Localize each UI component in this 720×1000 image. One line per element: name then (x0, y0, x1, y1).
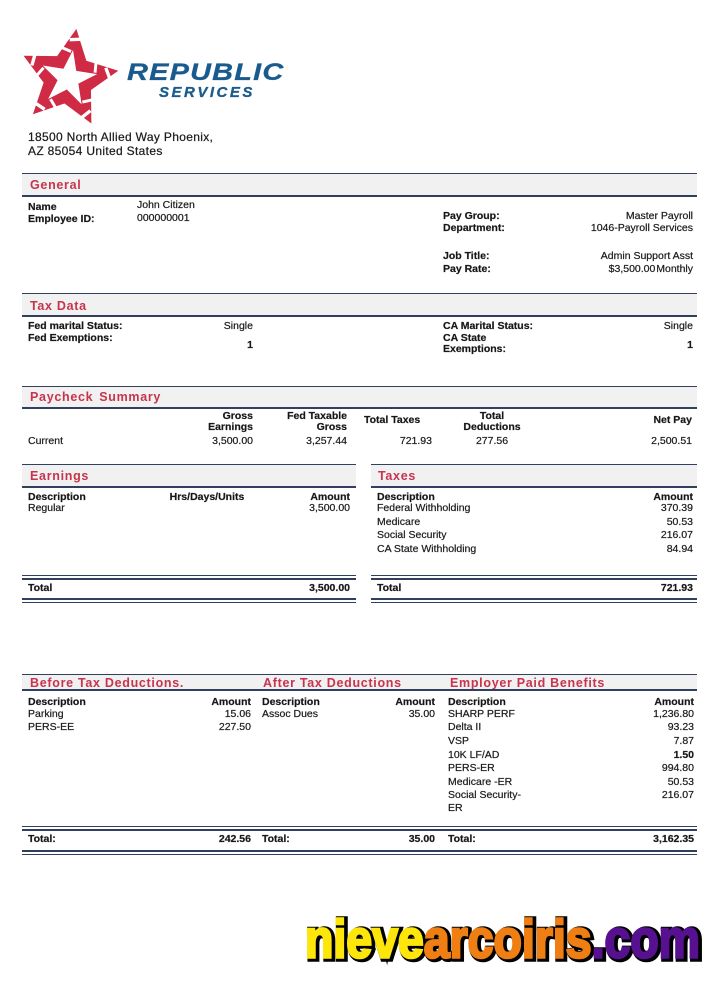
svg-text:nievearcoiris.com: nievearcoiris.com (307, 911, 702, 971)
svg-text:nievearcoiris.com: nievearcoiris.com (305, 910, 700, 970)
